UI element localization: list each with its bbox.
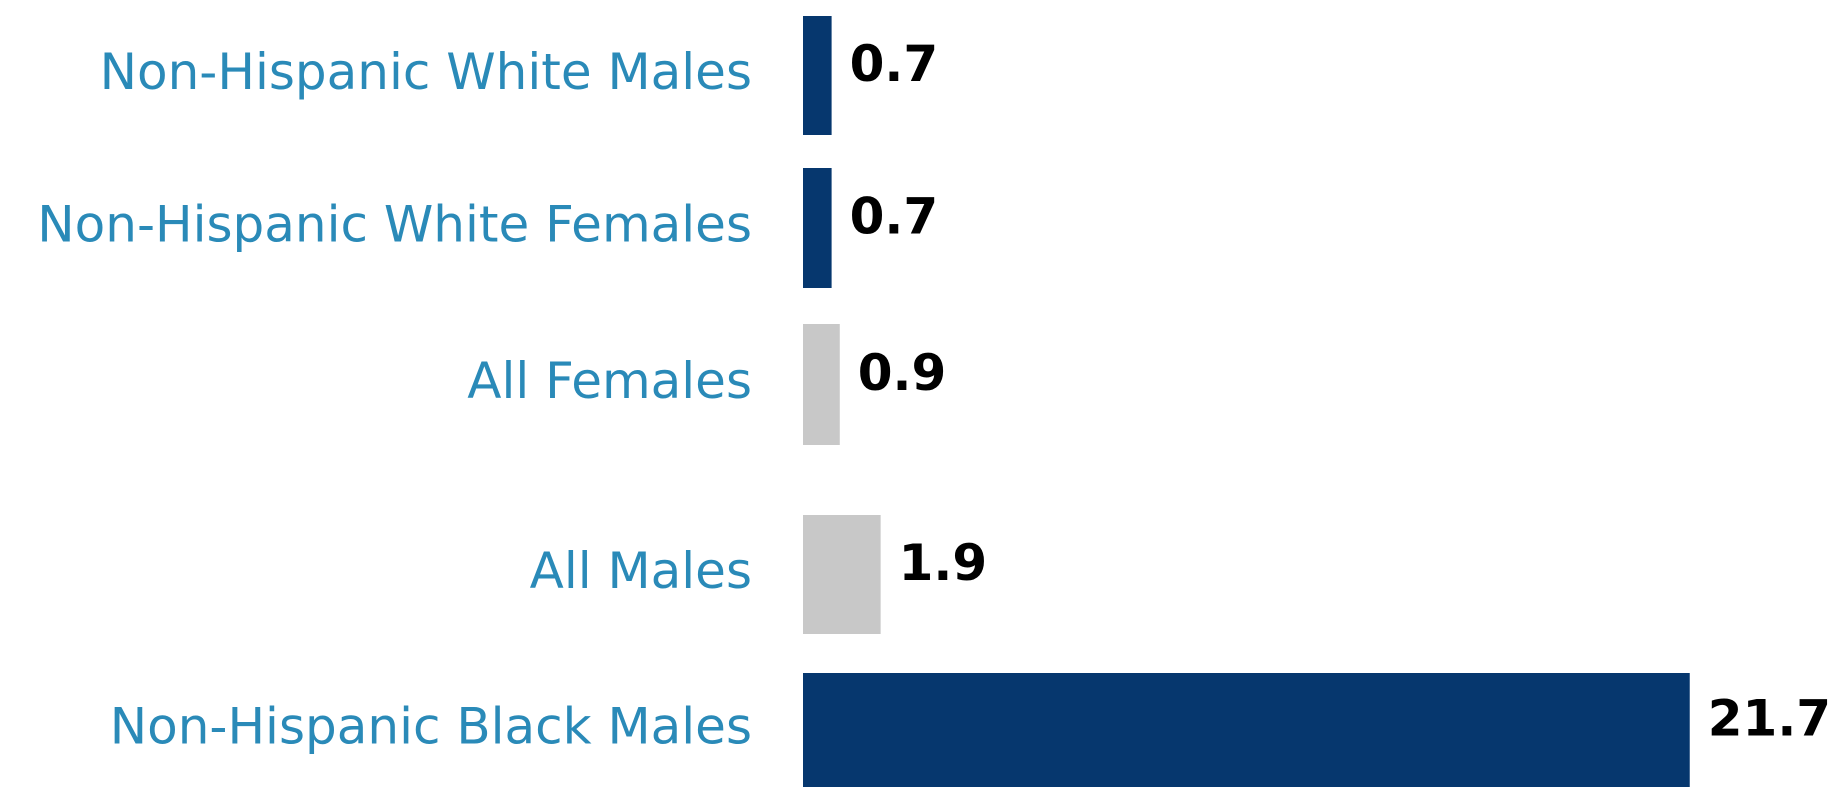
category-label: Non-Hispanic Black Males (110, 698, 752, 756)
value-label: 0.7 (850, 188, 939, 246)
value-label: 21.7 (1708, 690, 1831, 748)
category-label: Non-Hispanic White Females (37, 196, 752, 254)
bar (803, 16, 832, 135)
category-label: All Males (530, 542, 752, 600)
value-label: 1.9 (899, 534, 988, 592)
bar (803, 168, 832, 288)
bar (803, 515, 881, 634)
category-label: Non-Hispanic White Males (100, 43, 752, 101)
bar (803, 673, 1690, 787)
value-label: 0.7 (850, 35, 939, 93)
bar (803, 324, 840, 445)
value-label: 0.9 (858, 344, 947, 402)
category-label: All Females (467, 352, 752, 410)
